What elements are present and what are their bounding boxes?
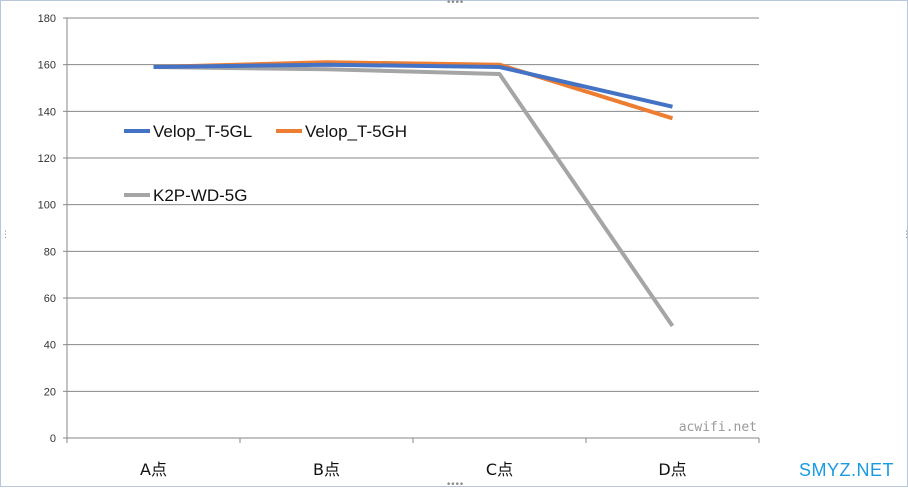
series-line-2	[153, 65, 675, 328]
x-tick-label: D点	[658, 460, 686, 479]
y-tick-label: 60	[44, 293, 56, 305]
y-tick-label: 140	[38, 106, 56, 118]
x-tick-label: B点	[313, 460, 340, 479]
legend-label: Velop_T-5GL	[153, 122, 252, 141]
y-tick-label: 180	[38, 13, 56, 25]
series-lines	[153, 60, 675, 328]
resize-handle-right[interactable]: ⋮	[902, 230, 908, 240]
plot-watermark: acwifi.net	[679, 420, 757, 435]
axes	[63, 17, 760, 443]
x-tick-label: A点	[140, 460, 167, 479]
legend: Velop_T-5GL Velop_T-5GH K2P-WD-5G	[124, 122, 407, 205]
resize-handle-top[interactable]: ••••	[446, 0, 464, 8]
y-axis-tick-labels: 0 20 40 60 80 100 120 140 160 180	[38, 13, 56, 445]
y-tick-label: 40	[44, 340, 56, 352]
y-tick-label: 20	[44, 386, 56, 398]
x-tick-label: C点	[486, 460, 513, 479]
y-tick-label: 100	[38, 200, 56, 212]
y-tick-label: 120	[38, 153, 56, 165]
y-tick-label: 80	[44, 246, 56, 258]
legend-label: K2P-WD-5G	[153, 186, 247, 205]
y-tick-label: 0	[50, 433, 56, 445]
series-line-0	[153, 62, 673, 109]
x-axis-tick-labels: A点 B点 C点 D点	[140, 460, 687, 479]
y-tick-label: 160	[38, 60, 56, 72]
corner-watermark: SMYZ.NET	[798, 460, 894, 480]
resize-handle-bottom[interactable]: ••••	[446, 480, 464, 490]
legend-label: Velop_T-5GH	[305, 122, 407, 141]
